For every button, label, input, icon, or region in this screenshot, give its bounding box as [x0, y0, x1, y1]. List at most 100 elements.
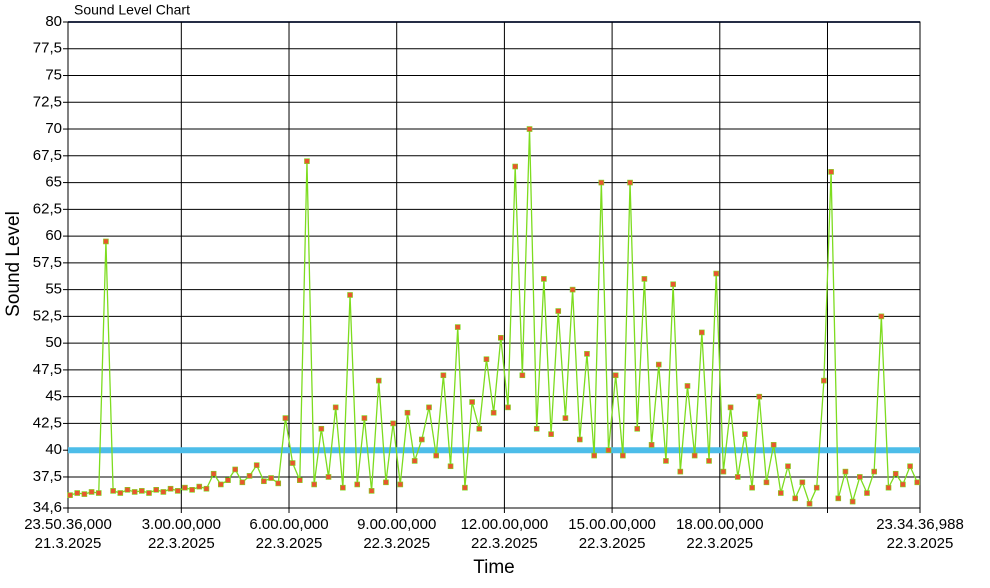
point-marker: [569, 286, 576, 293]
point-marker: [268, 475, 274, 481]
point-marker: [347, 292, 353, 298]
point-marker: [605, 447, 612, 453]
x-tick-label: 6.00.00,000: [249, 516, 328, 533]
point-marker: [742, 431, 748, 437]
point-marker: [720, 468, 727, 475]
point-marker: [835, 495, 842, 502]
x-tick-label: 22.3.2025: [471, 535, 538, 552]
point-marker: [332, 404, 339, 411]
point-marker: [95, 490, 102, 496]
point-marker: [476, 425, 483, 432]
point-marker: [174, 488, 181, 494]
point-marker: [591, 452, 597, 459]
point-marker: [404, 409, 411, 416]
y-tick-label: 37,5: [33, 468, 62, 485]
point-marker: [318, 425, 325, 432]
point-marker: [900, 481, 906, 488]
point-marker: [419, 436, 425, 443]
y-tick-label: 50: [45, 334, 62, 351]
point-marker: [806, 500, 813, 507]
x-tick-label: 9.00.00,000: [357, 516, 436, 533]
point-marker: [670, 281, 676, 288]
point-marker: [160, 489, 167, 495]
point-marker: [462, 484, 468, 491]
point-marker: [189, 487, 195, 493]
point-marker: [469, 399, 475, 405]
point-marker: [218, 481, 224, 488]
point-marker: [548, 431, 554, 437]
point-marker: [778, 490, 784, 496]
point-marker: [261, 478, 267, 485]
x-tick-label: 22.3.2025: [256, 535, 323, 552]
point-marker: [246, 473, 253, 479]
point-marker: [799, 479, 806, 486]
point-marker: [885, 484, 892, 491]
point-marker: [325, 474, 332, 480]
point-marker: [210, 470, 217, 477]
point-marker: [627, 179, 633, 186]
y-tick-label: 80: [45, 13, 62, 30]
point-marker: [555, 308, 562, 314]
point-marker: [892, 470, 899, 477]
point-marker: [433, 452, 439, 459]
point-marker: [706, 458, 712, 464]
point-marker: [813, 484, 820, 491]
point-marker: [576, 436, 583, 443]
point-marker: [677, 468, 684, 475]
point-marker: [368, 488, 375, 494]
point-marker: [713, 270, 720, 277]
x-tick-label: 21.3.2025: [35, 535, 102, 552]
point-marker: [584, 351, 590, 357]
point-marker: [88, 489, 95, 495]
point-marker: [691, 452, 698, 459]
point-marker: [770, 442, 777, 448]
point-marker: [153, 487, 159, 493]
y-tick-label: 52,5: [33, 307, 62, 324]
point-marker: [505, 404, 511, 411]
point-marker: [562, 415, 569, 421]
y-tick-label: 60: [45, 227, 62, 244]
x-tick-label: 23.50.36,000: [24, 516, 112, 533]
point-marker: [634, 425, 641, 432]
y-tick-label: 45: [45, 388, 62, 405]
point-marker: [907, 463, 913, 470]
point-marker: [146, 490, 152, 496]
point-marker: [397, 481, 404, 488]
point-marker: [340, 484, 346, 491]
point-marker: [196, 483, 203, 490]
point-marker: [526, 126, 533, 132]
point-marker: [648, 442, 655, 448]
point-marker: [110, 488, 116, 494]
point-marker: [440, 372, 447, 379]
point-marker: [749, 484, 755, 491]
y-tick-label: 62,5: [33, 200, 62, 217]
point-marker: [289, 460, 296, 466]
point-marker: [131, 489, 138, 495]
y-tick-label: 70: [45, 120, 62, 137]
point-marker: [253, 462, 260, 468]
y-tick-label: 75: [45, 66, 62, 83]
y-tick-label: 40: [45, 441, 62, 458]
x-axis-label: Time: [473, 557, 515, 578]
point-marker: [519, 372, 526, 379]
point-marker: [684, 383, 691, 389]
point-marker: [821, 377, 827, 384]
point-marker: [203, 485, 210, 492]
point-marker: [541, 276, 547, 282]
point-marker: [878, 313, 885, 320]
point-marker: [124, 487, 131, 493]
point-marker: [182, 484, 188, 491]
y-tick-label: 65: [45, 174, 62, 191]
grid-layer: 34,6 37,5 40 42,5 45 47,5 50 52,5 55 57,5 60 62,5 65…: [24, 13, 964, 552]
y-tick-label: 55: [45, 281, 62, 298]
point-marker: [304, 158, 310, 164]
x-tick-label: 22.3.2025: [887, 535, 954, 552]
point-marker: [411, 458, 418, 464]
point-marker: [871, 468, 877, 475]
point-marker: [67, 492, 73, 498]
point-marker: [225, 477, 231, 483]
x-tick-label: 15.00.00,000: [568, 516, 656, 533]
x-tick-label: 23.34.36,988: [876, 516, 964, 533]
